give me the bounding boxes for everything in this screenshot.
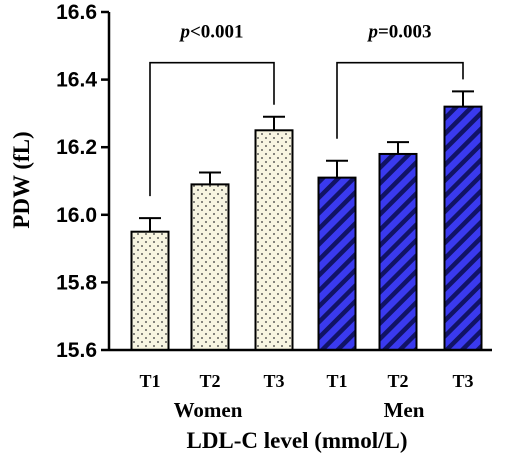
x-axis-title: LDL-C level (mmol/L): [186, 428, 407, 453]
significance-bracket-women: [149, 61, 275, 197]
bar-men-t2: [378, 152, 418, 351]
p-value-text: =0.003: [378, 21, 432, 42]
bar-men-t1: [317, 176, 357, 351]
category-label: T1: [326, 371, 347, 391]
p-value-label-women: p<0.001: [178, 21, 243, 42]
category-label: T3: [452, 371, 473, 391]
y-tick-label: 16.6: [56, 1, 97, 24]
p-value-label-men: p=0.003: [366, 21, 431, 42]
y-tick-label: 15.8: [56, 271, 97, 294]
y-tick-label: 16.4: [56, 69, 97, 92]
category-label: T2: [199, 371, 220, 391]
group-label-women: Women: [174, 398, 243, 422]
p-symbol: p: [178, 21, 190, 42]
category-label: T2: [387, 371, 408, 391]
bar-men-t3: [443, 105, 483, 351]
significance-bracket-men: [336, 61, 464, 139]
bar-women-t3: [254, 129, 294, 351]
bar-women-t2: [190, 183, 230, 351]
p-symbol: p: [366, 21, 378, 42]
bar-women-t1: [130, 230, 170, 351]
category-label: T3: [263, 371, 284, 391]
group-label-men: Men: [384, 398, 425, 422]
category-label: T1: [139, 371, 160, 391]
y-tick-label: 16.2: [56, 136, 97, 159]
y-axis-title: PDW (fL): [9, 131, 34, 228]
y-tick-label: 15.6: [56, 339, 97, 362]
p-value-text: <0.001: [190, 21, 244, 42]
y-tick-label: 16.0: [56, 204, 97, 227]
